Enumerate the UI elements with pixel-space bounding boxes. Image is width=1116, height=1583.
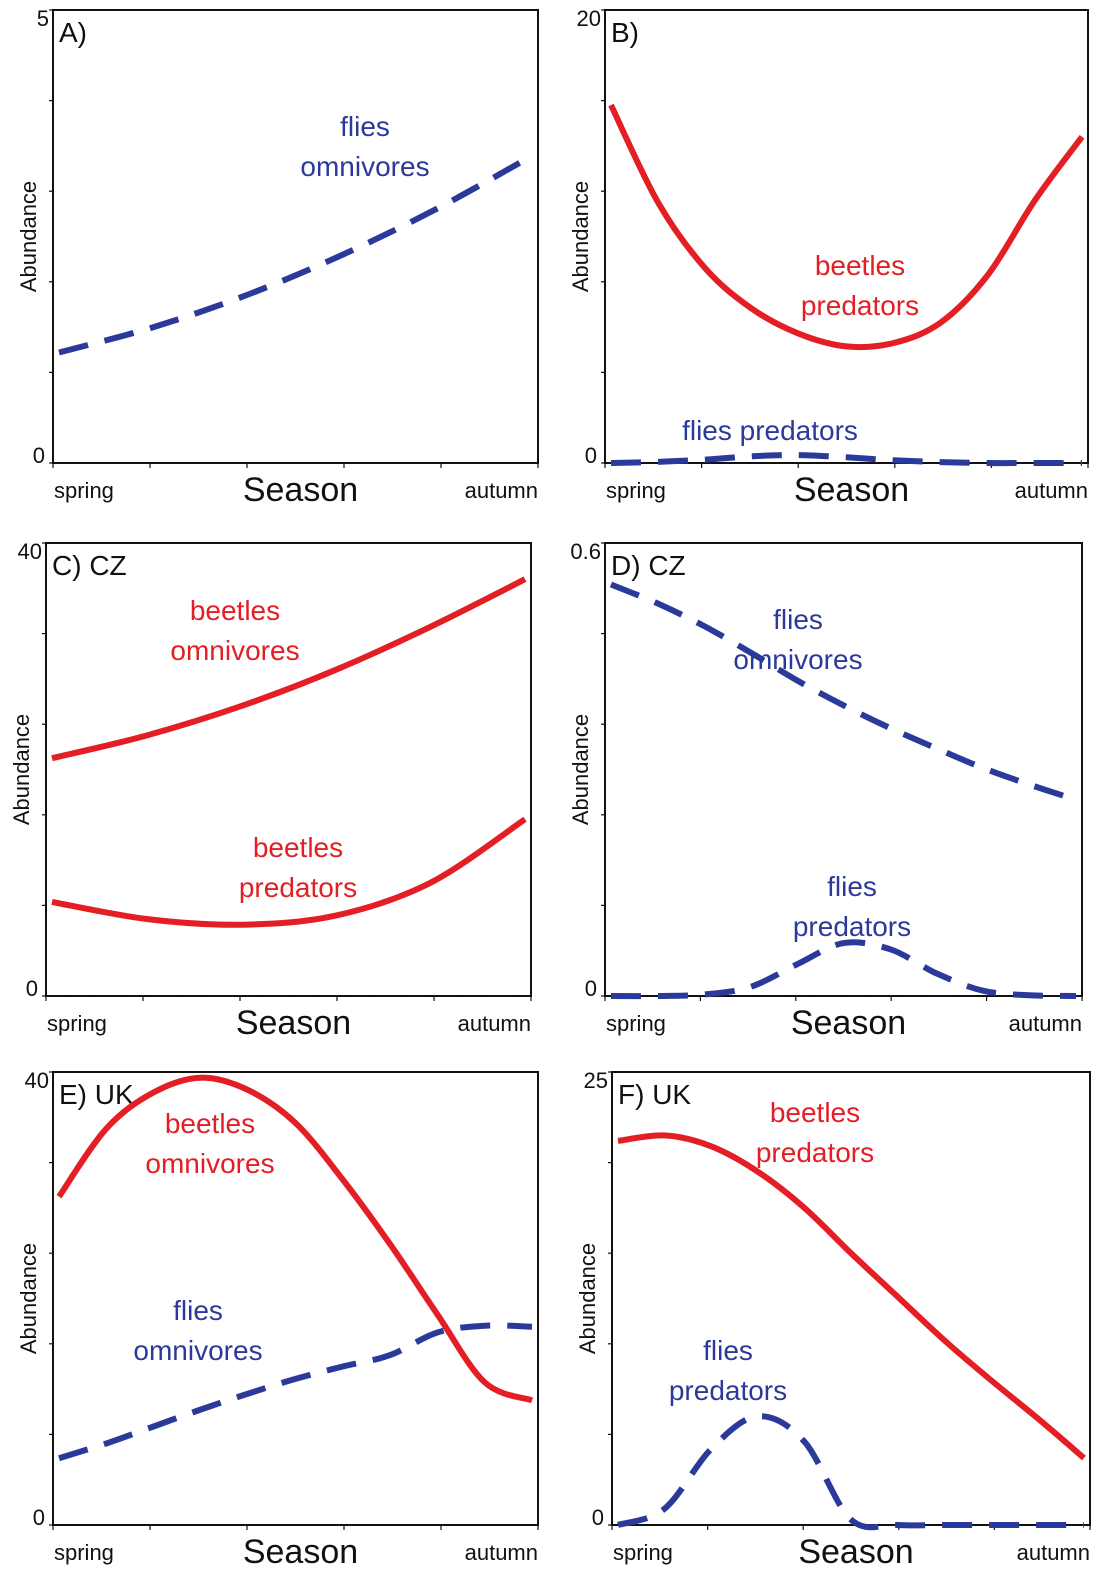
x-start-label: spring [54, 478, 114, 503]
series-label: omnivores [145, 1148, 274, 1179]
series-label: predators [801, 290, 919, 321]
y-tick-label-zero: 0 [26, 976, 38, 1001]
x-end-label: autumn [1017, 1540, 1090, 1565]
x-axis-label: Season [791, 1004, 906, 1042]
panel-d: 0.6 0 Abundance spring autumn Season D) CZ flie… [568, 539, 1083, 1042]
y-tick-label-max: 20 [577, 6, 601, 31]
y-tick-label-max: 5 [37, 6, 49, 31]
series-line-flies-omnivores [58, 1322, 533, 1462]
panel-e: 40 0 Abundance spring autumn Season E) UK beetl… [16, 1068, 539, 1571]
x-start-label: spring [606, 478, 666, 503]
y-tick-label-max: 0.6 [570, 539, 601, 564]
y-tick-label-zero: 0 [33, 443, 45, 468]
panel-label: D) CZ [611, 550, 686, 581]
series-label: flies [703, 1335, 753, 1366]
y-axis-label: Abundance [16, 181, 41, 292]
x-axis-label: Season [794, 471, 909, 509]
x-axis-label: Season [798, 1533, 913, 1571]
series-label: flies predators [682, 415, 858, 446]
series-label: omnivores [170, 635, 299, 666]
series-label: flies [340, 111, 390, 142]
x-end-label: autumn [465, 478, 538, 503]
y-tick-label-max: 25 [584, 1068, 608, 1093]
y-axis-label: Abundance [9, 714, 34, 825]
series-label: beetles [165, 1108, 255, 1139]
plot-frame [52, 9, 539, 464]
y-tick-label-zero: 0 [33, 1505, 45, 1530]
y-tick-label-zero: 0 [592, 1505, 604, 1530]
panel-label: A) [59, 17, 87, 48]
series-label: omnivores [300, 151, 429, 182]
x-start-label: spring [47, 1011, 107, 1036]
series-label: flies [827, 871, 877, 902]
y-tick-label-max: 40 [18, 539, 42, 564]
series-label: flies [173, 1295, 223, 1326]
series-line-beetles-omnivores [56, 1074, 534, 1404]
series-label: flies [773, 604, 823, 635]
y-tick-label-zero: 0 [585, 443, 597, 468]
y-axis-label: Abundance [568, 181, 593, 292]
series-line-flies-predators [617, 1413, 1084, 1531]
series-label: predators [793, 911, 911, 942]
x-end-label: autumn [458, 1011, 531, 1036]
x-start-label: spring [606, 1011, 666, 1036]
series-label: omnivores [133, 1335, 262, 1366]
panel-label: F) UK [618, 1079, 691, 1110]
series-label: beetles [770, 1097, 860, 1128]
x-axis-label: Season [236, 1004, 351, 1042]
y-tick-label-max: 40 [25, 1068, 49, 1093]
series-label: omnivores [733, 644, 862, 675]
panel-label: E) UK [59, 1079, 134, 1110]
series-line-flies-predators [610, 939, 1077, 1000]
x-end-label: autumn [1015, 478, 1088, 503]
x-start-label: spring [613, 1540, 673, 1565]
panel-c: 40 0 Abundance spring autumn Season C) CZ beetl… [9, 539, 532, 1042]
series-line-beetles-predators [51, 816, 527, 928]
series-label: beetles [815, 250, 905, 281]
x-end-label: autumn [1009, 1011, 1082, 1036]
series-label: predators [239, 872, 357, 903]
panel-label: C) CZ [52, 550, 127, 581]
x-axis-label: Season [243, 471, 358, 509]
y-axis-label: Abundance [575, 1243, 600, 1354]
plot-frame [52, 1071, 539, 1526]
series-line-beetles-omnivores [51, 576, 527, 762]
y-axis-label: Abundance [16, 1243, 41, 1354]
panel-a: 5 0 Abundance spring autumn Season A) flies omni… [16, 6, 539, 509]
panel-label: B) [611, 17, 639, 48]
series-line-flies-omnivores [58, 153, 534, 356]
series-label: beetles [190, 595, 280, 626]
series-line-flies-predators [610, 452, 1082, 467]
panel-f: 25 0 Abundance spring autumn Season F) UK beetl… [575, 1068, 1091, 1571]
panel-b: 20 0 Abundance spring autumn Season B) beetles p… [568, 6, 1089, 509]
series-line-beetles-predators [617, 1132, 1086, 1461]
x-start-label: spring [54, 1540, 114, 1565]
series-line-flies-omnivores [609, 581, 1077, 803]
x-end-label: autumn [465, 1540, 538, 1565]
series-line-beetles-predators [608, 103, 1085, 351]
y-tick-label-zero: 0 [585, 976, 597, 1001]
x-axis-label: Season [243, 1533, 358, 1571]
series-label: beetles [253, 832, 343, 863]
y-axis-label: Abundance [568, 714, 593, 825]
series-label: predators [669, 1375, 787, 1406]
series-label: predators [756, 1137, 874, 1168]
